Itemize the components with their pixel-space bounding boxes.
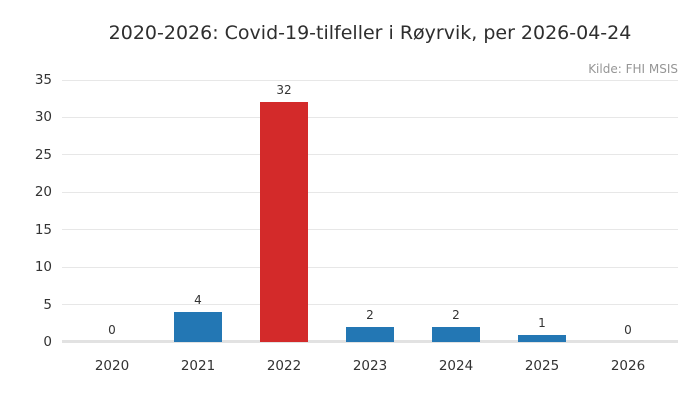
gridline	[62, 304, 678, 306]
bar-value-label: 2	[452, 308, 460, 323]
x-tick-label: 2025	[524, 358, 560, 374]
bar-value-label: 32	[276, 83, 292, 98]
gridline	[62, 154, 678, 156]
y-tick-label: 35	[34, 72, 52, 88]
bar-value-label: 2	[366, 308, 374, 323]
x-tick-label: 2021	[180, 358, 216, 374]
y-tick-label: 25	[34, 146, 52, 163]
x-tick-label: 2023	[352, 358, 388, 374]
y-tick-label: 10	[34, 259, 52, 276]
y-tick-label: 5	[43, 296, 52, 313]
y-tick-label: 15	[34, 221, 52, 238]
chart-title: 2020-2026: Covid-19-tilfeller i Røyrvik,…	[108, 22, 632, 44]
y-tick-label: 0	[43, 334, 52, 350]
bar-2021	[174, 312, 222, 342]
gridline	[62, 229, 678, 231]
x-tick-label: 2026	[610, 358, 646, 374]
bar-2022	[260, 102, 308, 342]
source-label: Kilde: FHI MSIS	[588, 62, 678, 76]
gridline	[62, 191, 678, 193]
bar-2025	[518, 334, 566, 342]
x-tick-label: 2020	[94, 358, 130, 374]
bar-value-label: 0	[108, 323, 116, 337]
gridline	[62, 116, 678, 118]
x-tick-label: 2022	[266, 358, 302, 374]
y-tick-label: 20	[34, 184, 52, 201]
y-tick-label: 30	[34, 109, 52, 126]
bar-2023	[346, 327, 394, 342]
x-tick-label: 2024	[438, 358, 474, 374]
bar-2024	[432, 327, 480, 342]
gridline	[62, 79, 678, 81]
bar-value-label: 4	[194, 293, 202, 308]
plot-area: 0 5 10 15 20 25 30 35 0 2020 4 2021 32 2022 2 2023 2 2024…	[35, 72, 678, 374]
bar-value-label: 1	[538, 315, 546, 330]
gridline	[62, 266, 678, 268]
bar-value-label: 0	[624, 323, 632, 337]
